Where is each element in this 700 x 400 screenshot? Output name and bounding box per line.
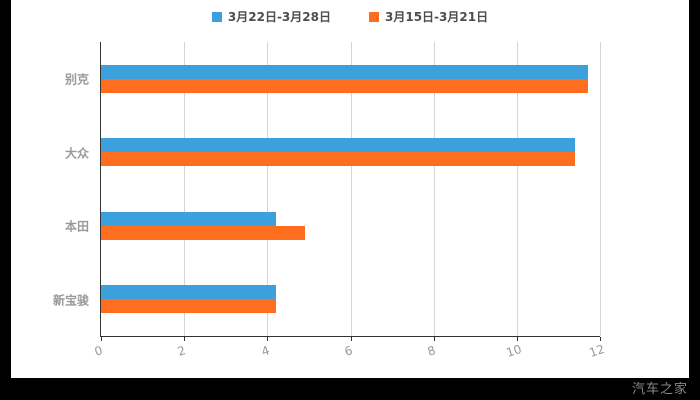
chart-legend: 3月22日-3月28日 3月15日-3月21日 [11,8,689,25]
x-tick-label: 8 [426,343,438,359]
bar [101,225,305,240]
bar [101,211,276,226]
gridline [433,42,435,336]
axis-tick [600,337,601,341]
gridline [184,42,186,336]
x-axis-labels: 0 2 4 6 8 10 12 [93,340,607,364]
legend-label: 3月15日-3月21日 [385,10,489,24]
x-tick-label: 0 [92,343,105,359]
bar [101,285,276,300]
axis-tick [433,337,435,341]
bar [101,138,576,153]
category-label: 大众 [64,146,89,161]
gridline [600,42,601,336]
axis-tick [184,337,186,341]
category-label: 本田 [64,219,89,234]
axis-tick [516,337,518,341]
bar [101,152,576,167]
y-axis-labels: 别克大众本田新宝骏 [11,42,95,337]
watermark: 汽车之家 [631,382,688,397]
legend-swatch-icon [369,11,379,22]
chart-panel: 3月22日-3月28日 3月15日-3月21日 别克大众本田新宝骏 0 2 4 6 8 10… [11,0,689,378]
plot-area [100,42,601,341]
legend-label: 3月22日-3月28日 [227,10,331,24]
x-tick-label: 4 [259,343,271,359]
legend-item[interactable]: 3月15日-3月21日 [369,8,488,25]
bar [101,78,588,93]
legend-swatch-icon [211,11,222,22]
gridline [267,42,269,336]
x-tick-label: 12 [587,341,607,361]
axis-tick [267,337,269,341]
x-tick-label: 2 [176,343,188,359]
bar [101,64,588,79]
category-label: 别克 [64,72,89,87]
category-label: 新宝骏 [52,293,89,308]
x-tick-label: 6 [342,343,355,359]
bar [101,299,276,314]
axis-tick [350,337,352,341]
legend-item[interactable]: 3月22日-3月28日 [211,8,331,25]
x-tick-label: 10 [504,341,524,361]
axis-tick [101,337,102,341]
gridline [516,42,518,336]
gridline [350,42,352,336]
